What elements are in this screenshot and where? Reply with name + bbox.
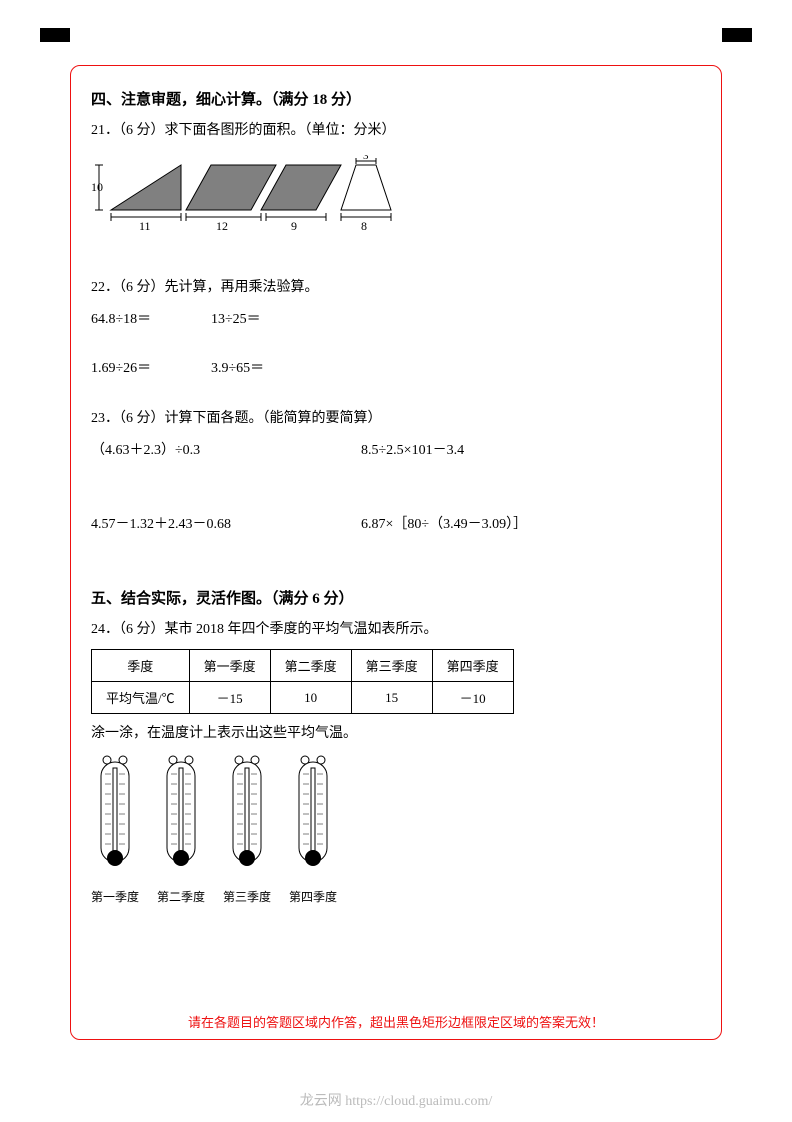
corner-mark-top-left [40, 28, 70, 42]
td: －10 [432, 682, 513, 714]
q21-shapes: 10 3 11 12 9 8 [91, 155, 401, 235]
th: 季度 [92, 650, 190, 682]
thermo-3: 第三季度 [223, 754, 271, 905]
thermo-label: 第四季度 [289, 888, 337, 905]
thermo-4: 第四季度 [289, 754, 337, 905]
thermometer-icon [223, 754, 271, 884]
q23-r2b: 6.87×［80÷（3.49－3.09）］ [361, 513, 527, 537]
thermometer-row: 第一季度 第二季度 [91, 754, 701, 905]
td: 15 [351, 682, 432, 714]
q21-text: 21．（6 分）求下面各图形的面积。（单位：分米） [91, 119, 701, 143]
q24-instruction: 涂一涂，在温度计上表示出这些平均气温。 [91, 722, 701, 746]
q22-r2a: 1.69÷26＝ [91, 357, 211, 381]
svg-text:9: 9 [291, 219, 297, 233]
td: －15 [189, 682, 270, 714]
table-row: 平均气温/℃ －15 10 15 －10 [92, 682, 514, 714]
th: 第三季度 [351, 650, 432, 682]
q23-text: 23．（6 分）计算下面各题。（能简算的要简算） [91, 407, 701, 431]
q22-r2b: 3.9÷65＝ [211, 357, 264, 381]
svg-text:12: 12 [216, 219, 228, 233]
svg-text:11: 11 [139, 219, 151, 233]
thermometer-icon [91, 754, 139, 884]
q23-r2a: 4.57－1.32＋2.43－0.68 [91, 513, 361, 537]
table-row: 季度 第一季度 第二季度 第三季度 第四季度 [92, 650, 514, 682]
thermo-label: 第二季度 [157, 888, 205, 905]
td: 10 [270, 682, 351, 714]
section5-title: 五、结合实际，灵活作图。（满分 6 分） [91, 587, 701, 608]
svg-text:8: 8 [361, 219, 367, 233]
svg-text:10: 10 [91, 180, 103, 194]
q24-text: 24．（6 分）某市 2018 年四个季度的平均气温如表所示。 [91, 618, 701, 642]
thermometer-icon [157, 754, 205, 884]
q22-r1b: 13÷25＝ [211, 308, 261, 332]
td: 平均气温/℃ [92, 682, 190, 714]
th: 第二季度 [270, 650, 351, 682]
corner-mark-top-right [722, 28, 752, 42]
th: 第四季度 [432, 650, 513, 682]
watermark: 龙云网 https://cloud.guaimu.com/ [0, 1090, 792, 1110]
section4-title: 四、注意审题，细心计算。（满分 18 分） [91, 88, 701, 109]
thermo-label: 第一季度 [91, 888, 139, 905]
q22-r1a: 64.8÷18＝ [91, 308, 211, 332]
q23-r1a: （4.63＋2.3）÷0.3 [91, 439, 361, 463]
q24-table: 季度 第一季度 第二季度 第三季度 第四季度 平均气温/℃ －15 10 15 … [91, 649, 514, 714]
thermo-1: 第一季度 [91, 754, 139, 905]
footer-note: 请在各题目的答题区域内作答，超出黑色矩形边框限定区域的答案无效！ [71, 1012, 721, 1031]
q23-r1b: 8.5÷2.5×101－3.4 [361, 439, 464, 463]
thermometer-icon [289, 754, 337, 884]
th: 第一季度 [189, 650, 270, 682]
page-frame: 四、注意审题，细心计算。（满分 18 分） 21．（6 分）求下面各图形的面积。… [70, 65, 722, 1040]
q22-text: 22．（6 分）先计算，再用乘法验算。 [91, 276, 701, 300]
svg-text:3: 3 [363, 155, 369, 162]
thermo-label: 第三季度 [223, 888, 271, 905]
thermo-2: 第二季度 [157, 754, 205, 905]
